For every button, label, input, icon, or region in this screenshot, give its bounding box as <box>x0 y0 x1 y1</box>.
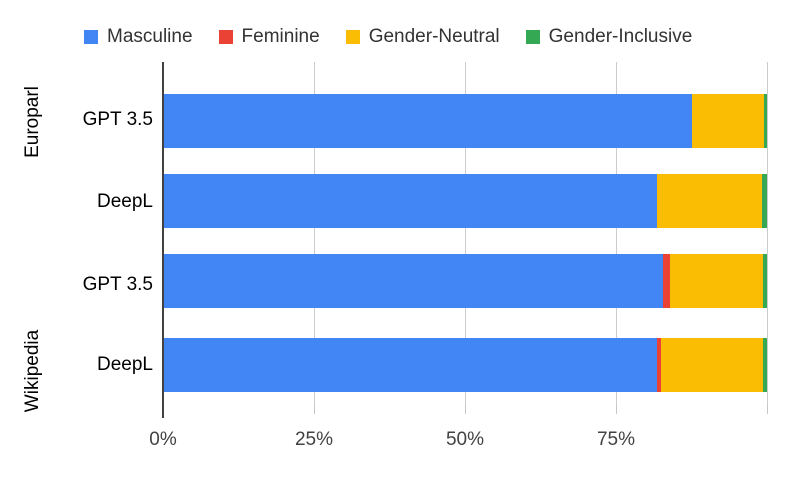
bar-europarl-gpt-3-5 <box>163 94 767 148</box>
gridline-50 <box>464 62 466 405</box>
legend-label: Masculine <box>107 26 193 47</box>
bar-segment-gender-inclusive <box>763 254 767 308</box>
x-axis: 0% 25% 50% 75% <box>149 429 767 453</box>
legend-item-gender-neutral: Gender-Neutral <box>345 26 500 48</box>
row-label-wikipedia-deepl: DeepL <box>97 354 153 375</box>
row-label-europarl-gpt35: GPT 3.5 <box>82 109 153 130</box>
bar-wikipedia-deepl <box>163 338 767 392</box>
bar-segment-gender-neutral <box>657 174 763 228</box>
bar-segment-gender-inclusive <box>763 94 767 148</box>
x-axis-tick-50 <box>464 405 466 414</box>
chart-legend: Masculine Feminine Gender-Neutral Gender… <box>84 26 692 48</box>
bar-segment-masculine <box>163 94 692 148</box>
bar-segment-feminine <box>662 254 670 308</box>
legend-label: Feminine <box>241 26 320 47</box>
bar-wikipedia-gpt-3-5 <box>163 254 767 308</box>
x-axis-tick-label-75: 75% <box>596 429 636 450</box>
masculine-swatch-icon <box>84 30 98 44</box>
bar-segment-gender-inclusive <box>763 338 767 392</box>
gender-neutral-swatch-icon <box>345 30 360 44</box>
feminine-swatch-icon <box>218 30 233 44</box>
bar-segment-masculine <box>163 338 658 392</box>
legend-label: Gender-Neutral <box>368 26 500 47</box>
x-axis-tick-label-25: 25% <box>294 429 334 450</box>
x-axis-tick-label-50: 50% <box>445 429 485 450</box>
x-axis-tick-100 <box>766 405 768 414</box>
bar-segment-masculine <box>163 174 658 228</box>
x-axis-tick-25 <box>313 405 315 414</box>
row-label-wikipedia-gpt35: GPT 3.5 <box>82 274 153 295</box>
row-label-europarl-deepl: DeepL <box>97 191 153 212</box>
gridline-75 <box>615 62 617 405</box>
legend-item-feminine: Feminine <box>218 26 320 48</box>
legend-item-masculine: Masculine <box>84 26 193 48</box>
gridline-25 <box>313 62 315 405</box>
bar-segment-gender-neutral <box>691 94 764 148</box>
bar-segment-gender-inclusive <box>762 174 767 228</box>
gender-inclusive-swatch-icon <box>525 30 540 44</box>
y-axis-line <box>162 62 164 405</box>
x-axis-tick-75 <box>615 405 617 414</box>
gridline-100 <box>766 62 768 405</box>
bar-segment-gender-neutral <box>660 338 764 392</box>
plot-area <box>162 62 768 418</box>
x-axis-tick-label-0: 0% <box>149 429 177 450</box>
x-axis-tick-0 <box>162 405 164 418</box>
legend-item-gender-inclusive: Gender-Inclusive <box>525 26 693 48</box>
bar-segment-gender-neutral <box>669 254 764 308</box>
bar-europarl-deepl <box>163 174 767 228</box>
legend-label: Gender-Inclusive <box>548 26 693 47</box>
bar-segment-masculine <box>163 254 663 308</box>
bar-segment-feminine <box>657 338 661 392</box>
